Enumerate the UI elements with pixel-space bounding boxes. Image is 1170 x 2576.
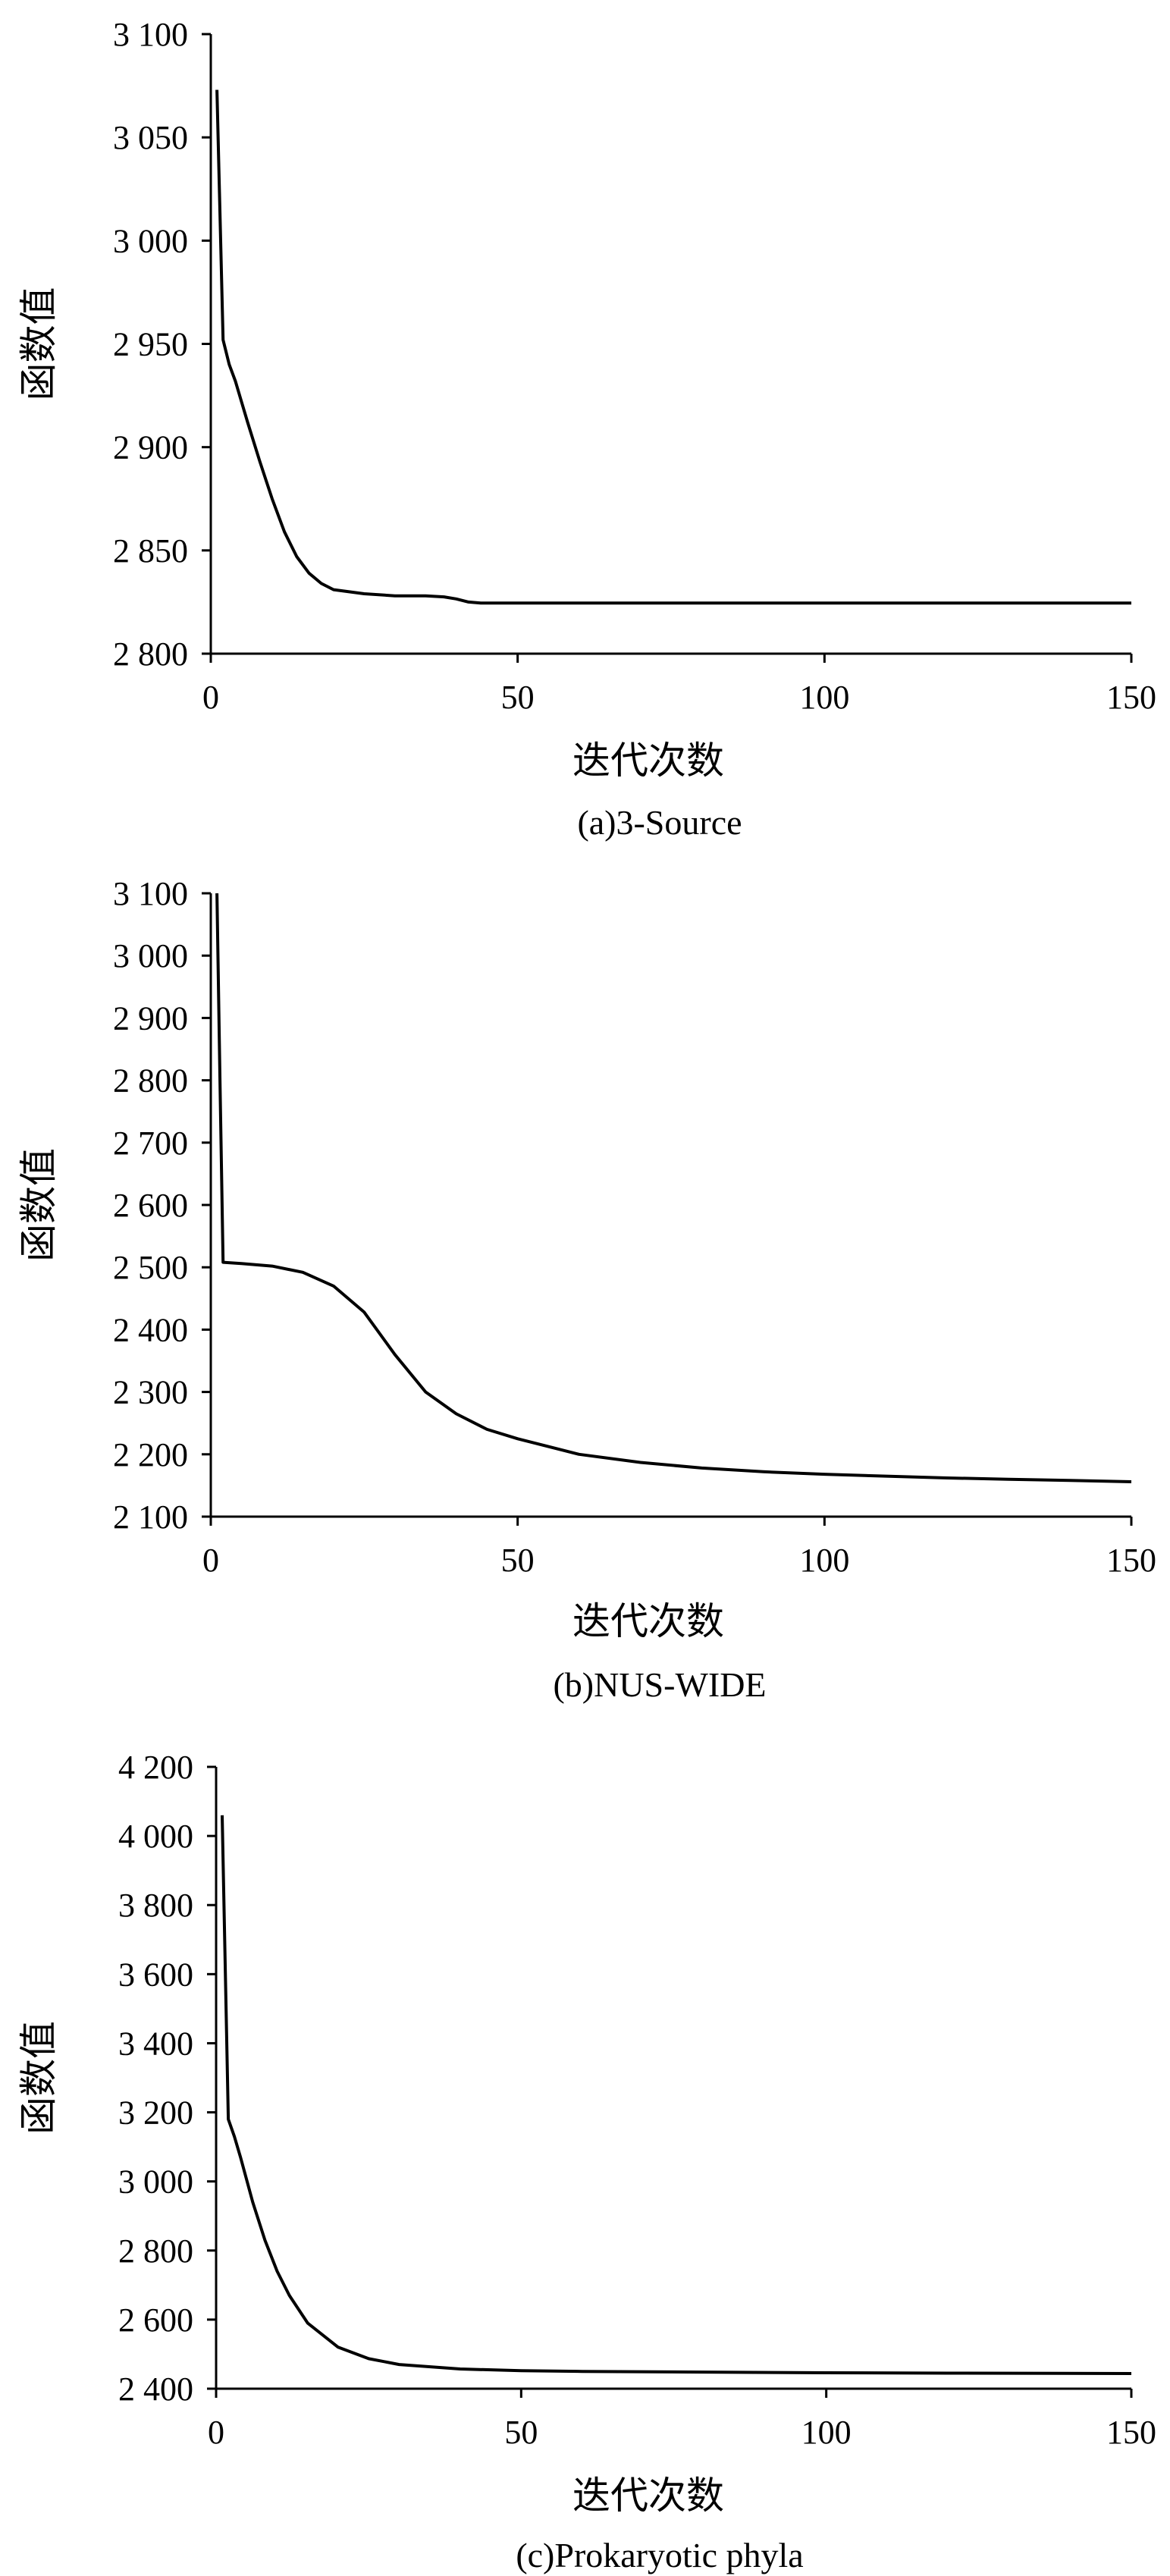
chart-2-x-tick-label: 100 [801,2414,852,2451]
chart-1-x-tick-label: 0 [202,1542,219,1579]
chart-1-y-tick-label: 3 000 [113,937,188,974]
chart-1-y-tick-label: 2 900 [113,999,188,1037]
chart-1-y-tick-label: 2 800 [113,1062,188,1100]
chart-2-y-tick-label: 4 200 [118,1749,193,1786]
chart-1-y-tick-label: 2 300 [113,1374,188,1411]
chart-1-y-tick-label: 2 700 [113,1125,188,1162]
chart-1-y-tick-label: 2 100 [113,1498,188,1536]
chart-0-y-tick-label: 2 850 [113,532,188,569]
chart-1-x-tick-label: 150 [1106,1542,1156,1579]
chart-1-x-tick-label: 50 [501,1542,535,1579]
chart-0-x-tick-label: 150 [1106,679,1156,716]
chart-1-y-tick-label: 3 100 [113,875,188,912]
chart-2-y-tick-label: 3 200 [118,2094,193,2132]
chart-2-x-tick-label: 0 [208,2414,224,2451]
chart-2-y-tick-label: 3 800 [118,1887,193,1924]
chart-1-y-tick-label: 2 600 [113,1187,188,1224]
chart-0-y-axis-label: 函数值 [17,287,60,401]
chart-2-caption: (c)Prokaryotic phyla [516,2536,803,2574]
chart-0-x-tick-label: 0 [202,679,219,716]
chart-2-y-tick-label: 3 400 [118,2025,193,2062]
chart-0-caption: (a)3-Source [577,803,742,842]
chart-2-y-tick-label: 2 400 [118,2370,193,2408]
chart-0-y-tick-label: 3 100 [113,16,188,53]
chart-0-y-tick-label: 2 800 [113,635,188,673]
chart-2-x-tick-label: 150 [1106,2414,1156,2451]
chart-1-caption: (b)NUS-WIDE [553,1665,766,1704]
chart-0-x-axis-label: 迭代次数 [572,739,724,782]
chart-0-y-tick-label: 2 900 [113,429,188,466]
chart-2-y-tick-label: 3 000 [118,2163,193,2201]
chart-0-y-tick-label: 2 950 [113,326,188,363]
chart-prokaryotic-phyla: 2 400 2 600 2 800 3 000 3 200 3 400 3 600 3 800… [17,1749,1156,2574]
chart-3-source: 2 800 2 850 2 900 2 950 3 000 3 050 3 100 0 50 10… [17,16,1156,842]
chart-1-y-axis-label: 函数值 [17,1148,60,1262]
chart-2-series-line-0 [221,1815,1132,2375]
chart-2-y-tick-label: 4 000 [118,1818,193,1855]
chart-0-x-tick-label: 50 [501,679,535,716]
chart-2-y-axis-label: 函数值 [17,2021,60,2135]
chart-1-x-tick-label: 100 [799,1542,849,1579]
chart-1-x-axis-label: 迭代次数 [572,1600,724,1643]
chart-2-y-tick-label: 2 600 [118,2301,193,2339]
chart-1-y-tick-label: 2 400 [113,1311,188,1348]
chart-2-y-tick-label: 2 800 [118,2232,193,2270]
chart-1-series-line-0 [215,893,1132,1483]
chart-0-x-tick-label: 100 [799,679,849,716]
chart-nus-wide: 2 100 2 200 2 300 2 400 2 500 2 600 2 700 2 800… [17,875,1156,1704]
chart-1-y-tick-label: 2 200 [113,1436,188,1473]
chart-2-x-tick-label: 50 [504,2414,538,2451]
chart-0-y-tick-label: 3 050 [113,119,188,156]
chart-0-series-line-0 [215,89,1131,605]
chart-2-y-tick-label: 3 600 [118,1956,193,1993]
chart-2-x-axis-label: 迭代次数 [572,2474,724,2517]
chart-0-y-tick-label: 3 000 [113,222,188,259]
chart-1-y-tick-label: 2 500 [113,1249,188,1286]
